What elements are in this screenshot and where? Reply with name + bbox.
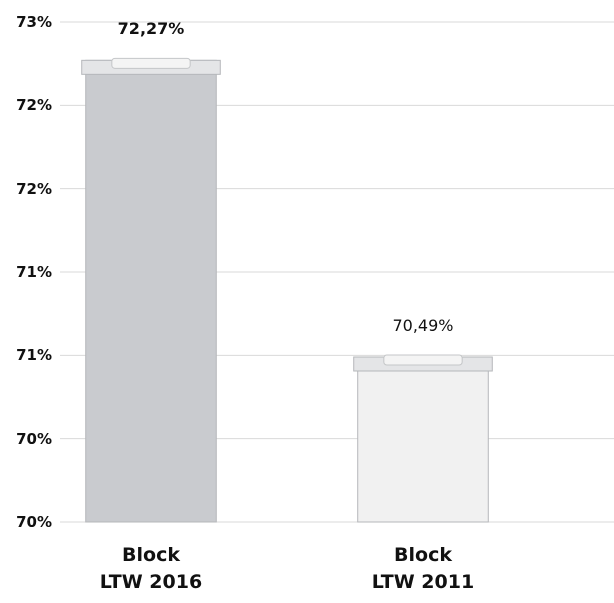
y-tick-label: 71% bbox=[16, 263, 52, 281]
bar bbox=[85, 59, 217, 523]
y-tick-label: 72% bbox=[16, 96, 52, 115]
value-label: 72,27% bbox=[117, 19, 185, 39]
y-tick-label: 70% bbox=[16, 513, 52, 531]
y-tick-label: 72% bbox=[16, 179, 52, 198]
y-tick-label: 71% bbox=[16, 346, 52, 365]
x-tick-label: Block LTW 2011 bbox=[371, 544, 475, 593]
value-label: 70,49% bbox=[392, 316, 454, 335]
y-tick-label: 73% bbox=[16, 13, 52, 31]
lid-top bbox=[111, 57, 191, 69]
bar bbox=[357, 356, 489, 523]
lid-top bbox=[383, 354, 463, 366]
y-tick-label: 70% bbox=[16, 429, 52, 448]
x-tick-label: Block LTW 2016 bbox=[99, 544, 203, 593]
